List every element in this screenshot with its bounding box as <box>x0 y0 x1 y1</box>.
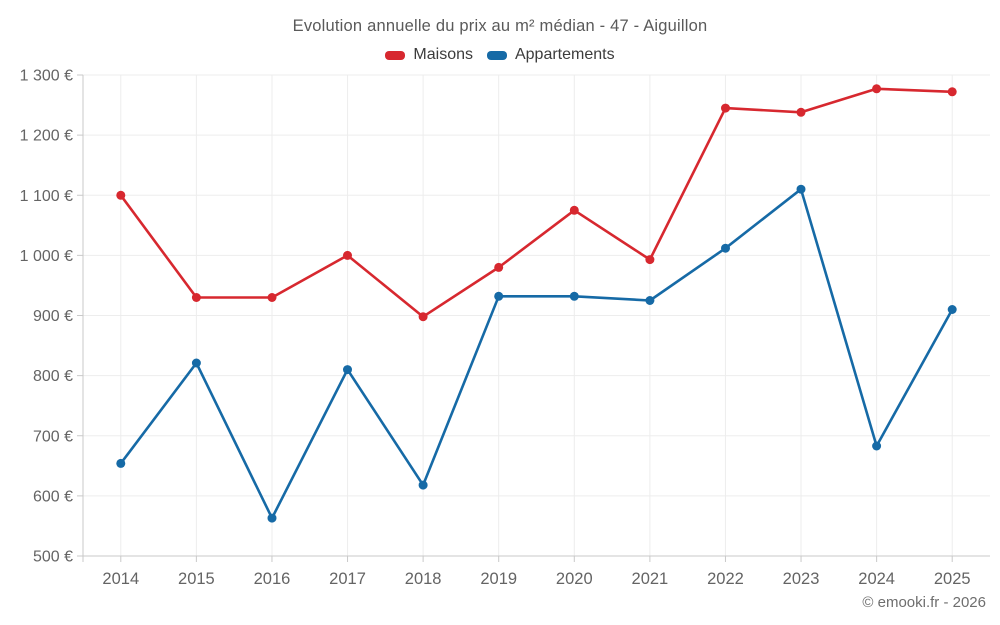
maisons-point-2018[interactable] <box>418 312 428 322</box>
legend-item-appartements[interactable]: Appartements <box>486 46 615 64</box>
appartements-point-2020[interactable] <box>569 291 579 301</box>
appartements-point-2021[interactable] <box>645 296 655 305</box>
appartements-line <box>119 187 954 520</box>
y-axis-label: 800 € <box>33 368 73 385</box>
x-axis-label: 2015 <box>178 570 215 588</box>
x-axis-label: 2023 <box>783 570 820 588</box>
maisons-point-2025[interactable] <box>947 87 957 97</box>
appartements-point-2022[interactable] <box>721 243 730 253</box>
appartements-point-2014[interactable] <box>116 458 126 468</box>
maisons-point-2023[interactable] <box>796 107 806 117</box>
x-axis-label: 2014 <box>102 570 139 588</box>
maisons-point-2024[interactable] <box>872 84 882 94</box>
x-axis-label: 2025 <box>934 570 971 588</box>
x-axis-label: 2020 <box>556 570 593 588</box>
y-axis-label: 1 100 € <box>20 188 73 205</box>
appartements-point-2019[interactable] <box>494 291 504 301</box>
x-axis-label: 2022 <box>707 570 744 588</box>
appartements-point-2016[interactable] <box>267 513 277 523</box>
maisons-series-swatch <box>385 50 406 60</box>
maisons-point-2015[interactable] <box>191 293 201 302</box>
x-axis-label: 2016 <box>254 570 291 588</box>
y-axis-label: 1 300 € <box>20 68 73 85</box>
appartements-point-2017[interactable] <box>343 365 352 375</box>
y-axis-label: 500 € <box>33 549 73 566</box>
x-axis-label: 2019 <box>480 570 517 588</box>
appartements-series-swatch <box>486 50 507 60</box>
x-axis-label: 2024 <box>858 570 895 588</box>
y-axis-label: 600 € <box>33 488 73 505</box>
legend-label-maisons: Maisons <box>413 46 473 63</box>
appartements-point-2018[interactable] <box>418 480 428 490</box>
y-axis-label: 1 000 € <box>20 248 73 265</box>
chart-title: Evolution annuelle du prix au m² médian … <box>292 17 708 35</box>
legend-label-appartements: Appartements <box>514 46 615 63</box>
legend-item-maisons[interactable]: Maisons <box>385 46 473 64</box>
appartements-point-2024[interactable] <box>872 441 882 451</box>
maisons-point-2014[interactable] <box>116 190 126 200</box>
maisons-point-2019[interactable] <box>494 262 504 272</box>
appartements-point-2015[interactable] <box>191 358 201 368</box>
maisons-point-2016[interactable] <box>267 293 277 302</box>
maisons-point-2022[interactable] <box>721 103 730 113</box>
copyright: © emooki.fr - 2026 <box>862 594 986 611</box>
appartements-point-2025[interactable] <box>947 305 957 314</box>
y-axis-label: 900 € <box>33 308 73 325</box>
chart-legend: Maisons Appartements <box>0 46 1000 64</box>
appartements-point-2023[interactable] <box>796 184 806 194</box>
x-axis-label: 2018 <box>405 570 442 588</box>
x-axis-label: 2017 <box>329 570 366 588</box>
x-axis-label: 2021 <box>632 570 669 588</box>
maisons-line <box>119 87 954 319</box>
y-axis-label: 700 € <box>33 428 73 445</box>
maisons-point-2021[interactable] <box>645 255 655 265</box>
maisons-point-2017[interactable] <box>343 250 352 260</box>
y-axis-label: 1 200 € <box>20 128 73 145</box>
maisons-point-2020[interactable] <box>569 205 579 215</box>
